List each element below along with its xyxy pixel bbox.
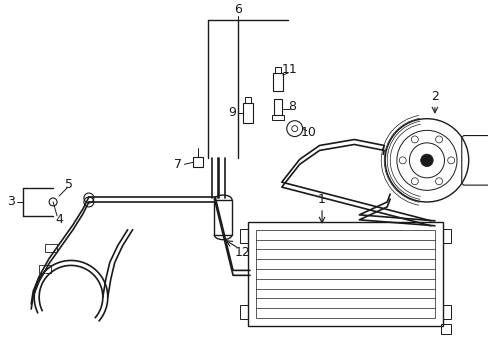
Text: 8: 8 xyxy=(287,100,295,113)
Bar xyxy=(240,305,247,319)
Text: 6: 6 xyxy=(234,3,242,16)
Text: 9: 9 xyxy=(228,106,236,119)
Text: 3: 3 xyxy=(7,195,15,208)
Bar xyxy=(274,67,280,73)
Bar xyxy=(255,230,434,318)
Text: 2: 2 xyxy=(430,90,438,103)
Bar xyxy=(272,73,282,91)
Text: 1: 1 xyxy=(318,193,325,207)
Bar xyxy=(45,244,57,252)
Bar xyxy=(244,97,250,103)
Text: 10: 10 xyxy=(300,126,316,139)
Bar xyxy=(442,305,450,319)
Bar xyxy=(440,324,450,334)
Text: 7: 7 xyxy=(174,158,182,171)
Circle shape xyxy=(420,154,432,167)
Bar xyxy=(193,157,203,167)
Bar xyxy=(247,222,442,326)
Bar xyxy=(442,229,450,243)
Text: 11: 11 xyxy=(281,63,297,76)
Bar xyxy=(214,200,232,235)
Bar xyxy=(273,99,281,115)
Bar xyxy=(240,229,247,243)
Bar xyxy=(271,115,283,120)
Bar xyxy=(39,265,51,273)
Text: 5: 5 xyxy=(65,177,73,191)
Bar xyxy=(243,103,252,123)
Text: 12: 12 xyxy=(235,246,250,259)
Text: 4: 4 xyxy=(55,213,63,226)
